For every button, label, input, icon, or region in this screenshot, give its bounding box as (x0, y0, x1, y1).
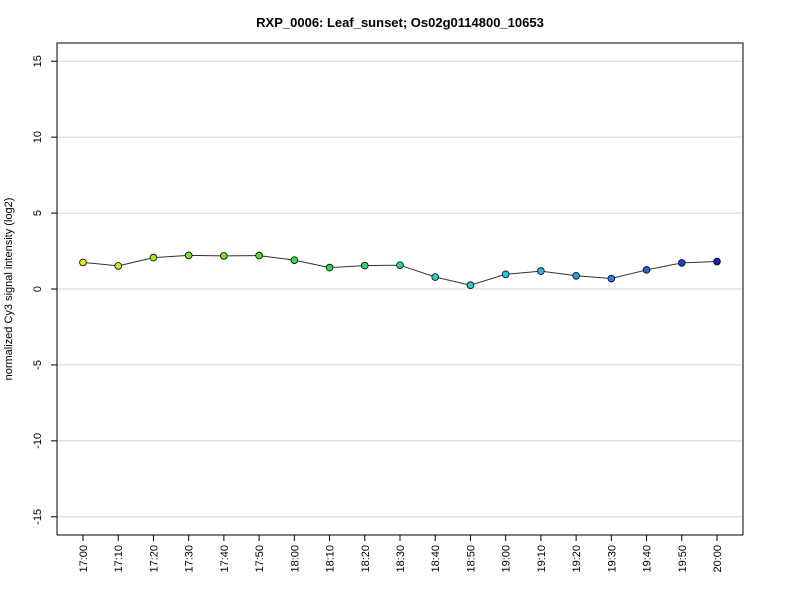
series-line (82, 254, 718, 286)
x-tick-label: 19:50 (677, 545, 689, 573)
y-tick-label: -5 (32, 360, 44, 370)
data-point (607, 274, 616, 283)
data-point (149, 253, 158, 262)
data-point (290, 256, 299, 264)
x-tick-label: 18:00 (289, 545, 301, 573)
data-point (79, 258, 87, 267)
data-point (677, 259, 686, 267)
data-point (184, 251, 193, 260)
data-point (360, 261, 369, 270)
x-tick-label: 18:20 (360, 545, 372, 573)
y-tick-label: 15 (32, 55, 44, 67)
x-tick-label: 17:20 (148, 545, 160, 573)
x-tick-label: 18:50 (465, 545, 477, 573)
data-point (431, 273, 440, 281)
x-tick-label: 19:30 (606, 545, 618, 573)
y-axis: -15 -10 -5 0 5 10 15 (32, 55, 57, 525)
x-tick-label: 20:00 (712, 545, 724, 573)
x-tick-label: 17:10 (113, 545, 125, 573)
x-tick-label: 19:20 (571, 545, 583, 573)
data-point (114, 262, 123, 270)
x-tick-label: 17:40 (219, 545, 231, 573)
x-tick-label: 18:40 (430, 545, 442, 573)
x-axis: 17:00 17:10 17:20 17:30 17:40 17:50 18:00 18:10… (78, 534, 724, 573)
x-tick-label: 18:10 (325, 545, 337, 573)
x-tick-label: 19:40 (642, 545, 654, 573)
y-tick-label: -10 (32, 433, 44, 449)
grid-lines (57, 60, 743, 518)
data-point (537, 267, 545, 275)
y-axis-label: normalized Cy3 signal intensity (log2) (3, 198, 15, 381)
data-point (572, 271, 580, 280)
x-tick-label: 19:00 (501, 545, 513, 573)
x-tick-label: 17:30 (184, 545, 196, 573)
data-point (642, 266, 651, 274)
y-tick-label: 0 (32, 286, 44, 292)
x-tick-label: 19:10 (536, 545, 548, 573)
y-tick-label: -15 (32, 509, 44, 525)
data-point (325, 263, 334, 272)
data-point (466, 281, 475, 290)
y-tick-label: 10 (32, 131, 44, 143)
data-point (220, 252, 228, 260)
data-point (713, 257, 721, 266)
data-point (396, 261, 404, 269)
y-tick-label: 5 (32, 210, 44, 216)
x-tick-label: 18:30 (395, 545, 407, 573)
series (79, 251, 721, 290)
data-point (255, 251, 263, 260)
x-tick-label: 17:50 (254, 545, 266, 573)
x-tick-label: 17:00 (78, 545, 90, 573)
data-point (501, 270, 510, 279)
chart-title: RXP_0006: Leaf_sunset; Os02g0114800_1065… (256, 15, 544, 30)
